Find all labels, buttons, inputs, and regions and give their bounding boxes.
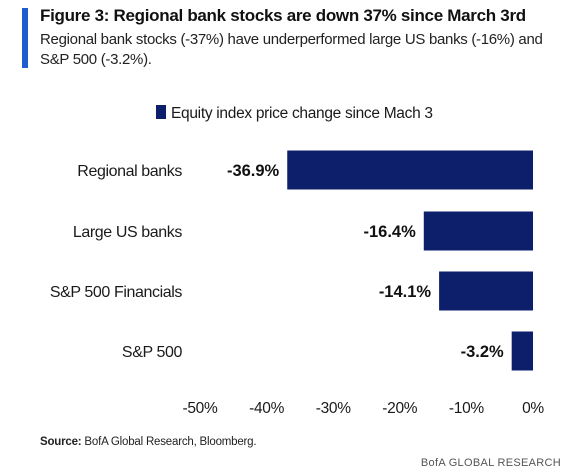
source-note: Source: BofA Global Research, Bloomberg.: [40, 436, 257, 448]
data-label: -36.9%: [227, 162, 280, 180]
data-label: -14.1%: [379, 283, 432, 301]
legend-swatch: [156, 105, 166, 119]
legend-label: Equity index price change since Mach 3: [171, 105, 433, 122]
x-tick-label: -20%: [382, 400, 418, 417]
category-label: S&P 500 Financials: [50, 284, 183, 301]
category-label: S&P 500: [122, 344, 183, 361]
bar: [287, 150, 533, 190]
x-axis-ticks: -50% -40% -30% -20% -10% 0%: [183, 400, 545, 417]
bar-chart: Equity index price change since Mach 3 R…: [50, 105, 545, 417]
x-tick-label: -30%: [316, 400, 352, 417]
source-text: BofA Global Research, Bloomberg.: [84, 436, 257, 448]
source-label: Source:: [40, 436, 82, 448]
chart-legend: Equity index price change since Mach 3: [156, 105, 433, 122]
x-tick-label: -40%: [249, 400, 285, 417]
data-labels: -36.9% -16.4% -14.1% -3.2%: [227, 162, 504, 361]
data-label: -16.4%: [363, 223, 416, 241]
x-tick-label: -10%: [449, 400, 485, 417]
x-tick-label: -50%: [183, 400, 219, 417]
brand-footer: BofA GLOBAL RESEARCH: [420, 457, 561, 469]
category-label: Regional banks: [77, 163, 182, 180]
category-labels: Regional banks Large US banks S&P 500 Fina…: [50, 163, 183, 361]
figure-subtitle: Regional bank stocks (-37%) have underpe…: [40, 31, 543, 68]
data-label: -3.2%: [461, 343, 504, 361]
bars: [287, 150, 533, 371]
figure-title: Figure 3: Regional bank stocks are down …: [40, 6, 526, 25]
bar: [439, 271, 533, 311]
x-tick-label: 0%: [522, 400, 544, 417]
title-accent-bar: [22, 8, 28, 68]
bar: [423, 211, 533, 251]
bar: [511, 331, 533, 371]
category-label: Large US banks: [73, 224, 183, 241]
